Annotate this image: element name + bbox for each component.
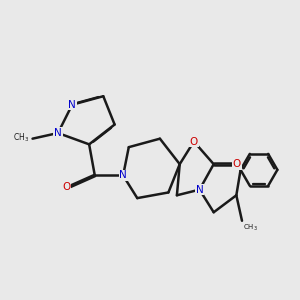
Text: N: N (196, 184, 203, 195)
Text: O: O (190, 136, 198, 146)
Text: N: N (54, 128, 62, 138)
Text: CH$_3$: CH$_3$ (13, 131, 29, 143)
Text: N: N (119, 170, 127, 181)
Text: O: O (233, 159, 241, 169)
Text: CH$_3$: CH$_3$ (243, 223, 258, 233)
Text: O: O (62, 182, 70, 192)
Text: N: N (68, 100, 76, 110)
